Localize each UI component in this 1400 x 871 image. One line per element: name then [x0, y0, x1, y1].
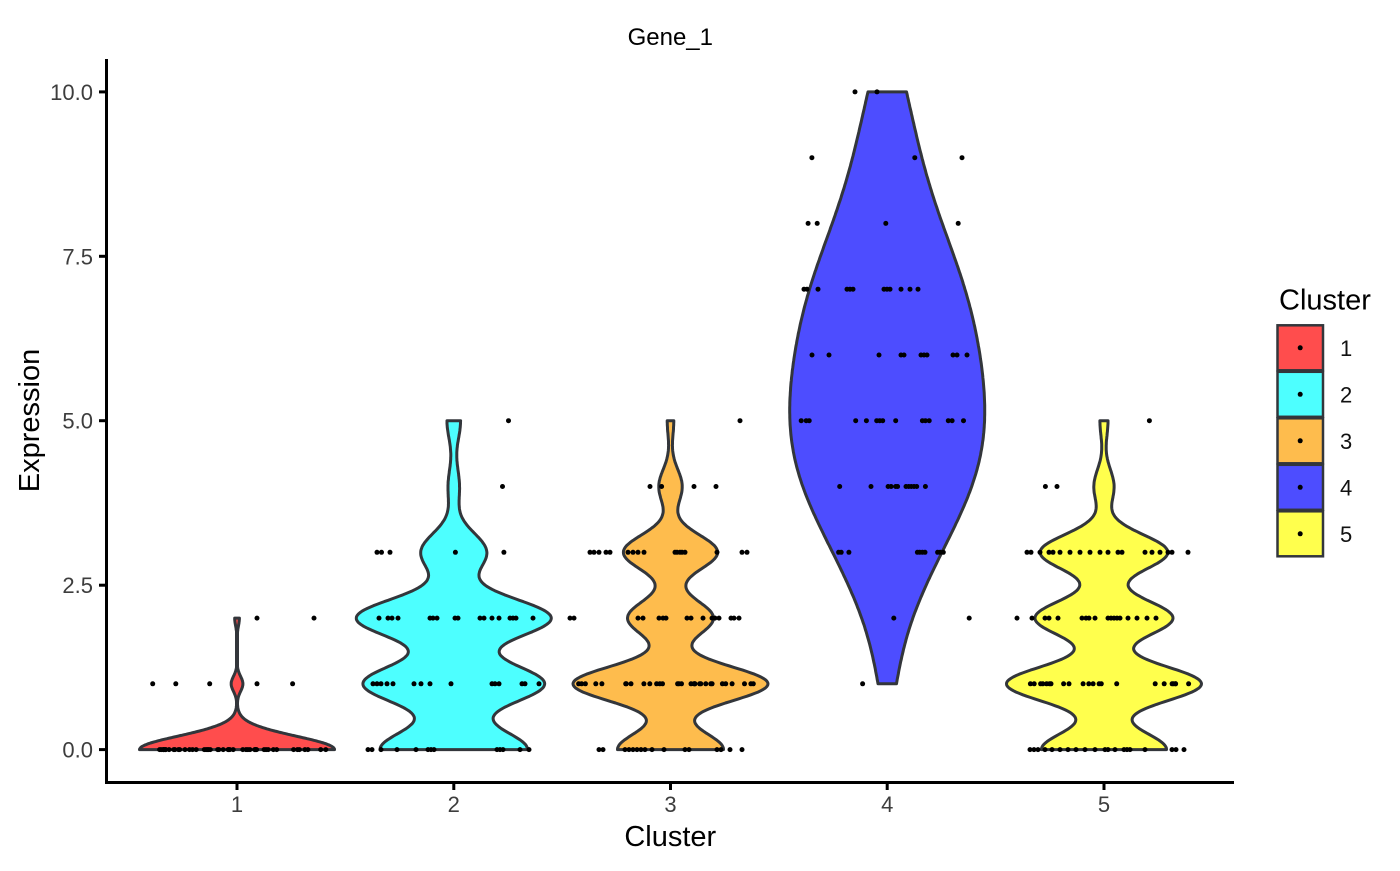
svg-text:Cluster: Cluster — [624, 821, 716, 853]
svg-text:0.0: 0.0 — [62, 738, 93, 763]
svg-text:5: 5 — [1098, 792, 1110, 817]
svg-text:2: 2 — [448, 792, 460, 817]
svg-text:Expression: Expression — [14, 349, 46, 492]
svg-text:3: 3 — [664, 792, 676, 817]
svg-text:3: 3 — [1340, 429, 1352, 454]
svg-text:2: 2 — [1340, 382, 1352, 407]
svg-text:5: 5 — [1340, 522, 1352, 547]
svg-text:2.5: 2.5 — [62, 573, 93, 598]
svg-text:7.5: 7.5 — [62, 244, 93, 269]
svg-text:Cluster: Cluster — [1279, 285, 1371, 317]
svg-text:1: 1 — [1340, 336, 1352, 361]
svg-text:1: 1 — [231, 792, 243, 817]
svg-text:Gene_1: Gene_1 — [628, 24, 713, 51]
svg-text:10.0: 10.0 — [50, 80, 93, 105]
svg-text:4: 4 — [881, 792, 893, 817]
svg-text:4: 4 — [1340, 475, 1352, 500]
svg-text:5.0: 5.0 — [62, 409, 93, 434]
